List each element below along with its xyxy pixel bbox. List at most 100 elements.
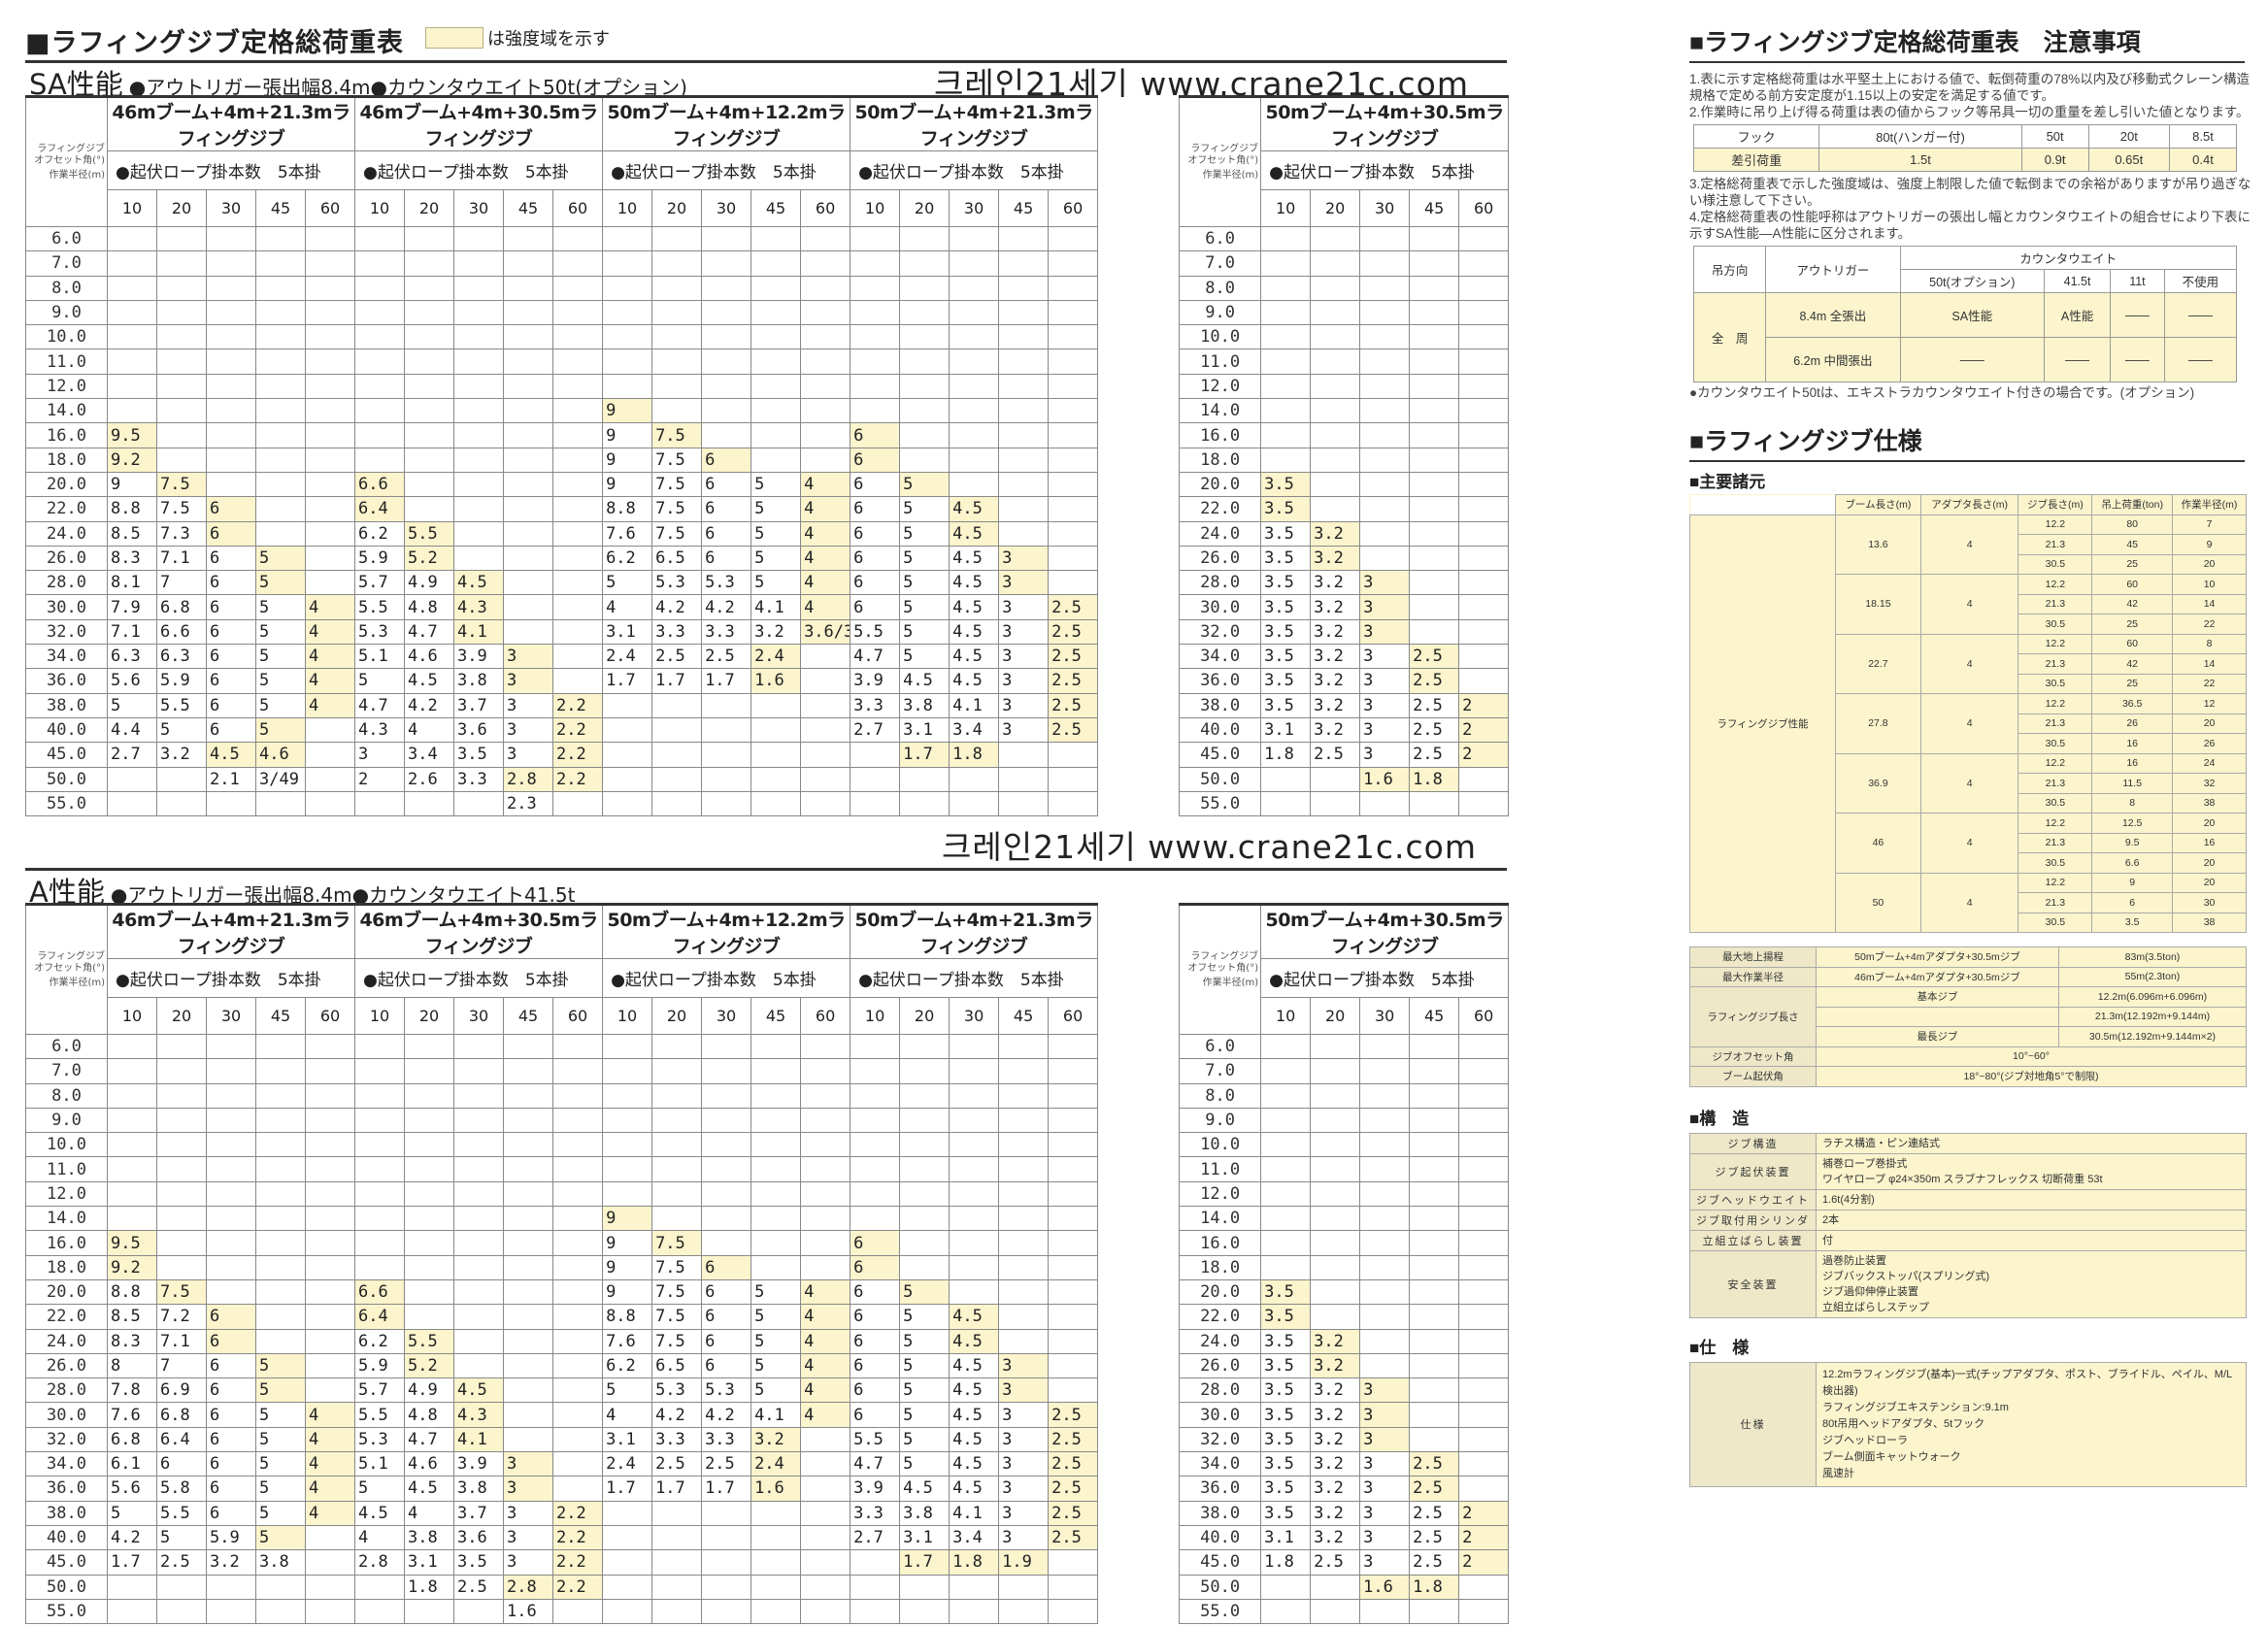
load-cell: 2.8 (503, 1574, 554, 1600)
load-cell: 7.5 (651, 1254, 703, 1280)
load-cell: 5 (255, 1524, 306, 1551)
load-cell: 5.1 (354, 1451, 406, 1477)
load-cell (1359, 299, 1411, 326)
load-cell: 3 (998, 570, 1050, 596)
load-cell (304, 1206, 356, 1232)
load-cell (1458, 275, 1510, 301)
load-cell (602, 716, 653, 744)
load-cell (304, 790, 356, 817)
load-cell: 4 (800, 1352, 851, 1379)
load-cell: 3.8 (453, 1476, 505, 1502)
load-cell: 3.1 (899, 1524, 951, 1551)
load-cell (255, 398, 306, 424)
load-cell (156, 250, 207, 277)
load-cell: 4.2 (107, 1524, 157, 1551)
load-cell (850, 1206, 901, 1232)
load-cell (651, 1058, 703, 1084)
load-cell (602, 742, 653, 768)
note-3: 3.定格総荷重表で示した強度域は、強度上制限した値で転倒までの余裕がありますが吊… (1689, 177, 2251, 208)
radius-cell: 36.0 (1179, 1476, 1262, 1502)
boom-length: 27.8 (1835, 693, 1921, 754)
load-cell: 2.5 (1409, 644, 1460, 670)
load-cell: 2.5 (1409, 742, 1460, 768)
table-row: 6.0 6.0 (25, 1033, 1510, 1060)
load-cell (800, 766, 851, 792)
load-cell (453, 1206, 505, 1232)
note-4: 4.定格総荷重表の性能呼称はアウトリガーの張出し幅とカウンタウエイトの組合せによ… (1689, 210, 2251, 241)
load-cell (206, 348, 256, 375)
load-cell (552, 644, 604, 670)
load-cell (651, 1180, 703, 1208)
load-cell: 4 (800, 520, 851, 547)
radius-cell: 50.0 (1179, 1574, 1262, 1600)
load-cell (453, 790, 505, 817)
load-cell: 3 (1359, 1377, 1411, 1404)
load-cell (1048, 1033, 1099, 1060)
load-cell: 4.3 (354, 716, 406, 744)
config-header: 46mブーム+4m+21.3mラフィングジブ (106, 95, 356, 151)
load-cell: 3.2 (1310, 1402, 1361, 1428)
offset-angle: 60 (1048, 997, 1099, 1035)
load-cell: 3.2 (1310, 1377, 1361, 1404)
load-cell (651, 299, 703, 326)
spec-val: 46mブーム+4mアダプタ+30.5mジブ (1816, 966, 2059, 987)
load-cell: 5 (899, 1278, 951, 1306)
load-cell (503, 1230, 554, 1256)
load-cell: 2.5 (156, 1549, 207, 1576)
load-cell (503, 250, 554, 277)
load-cell (404, 275, 455, 301)
load-cell (453, 422, 505, 448)
structure-key: ジブ構造 (1689, 1132, 1817, 1154)
load-cell: 7.6 (107, 1402, 157, 1428)
load-cell (552, 324, 604, 350)
config-header: 50mブーム+4m+30.5mラフィングジブ (1260, 95, 1510, 151)
load-cell: 5.5 (156, 692, 207, 718)
perf-cell: 全 周 (1692, 292, 1767, 382)
offset-angle: 30 (949, 189, 1000, 227)
load-cell (850, 373, 901, 400)
load-cell (1458, 1033, 1510, 1060)
load-cell (255, 225, 306, 252)
spec-cell: 26 (2172, 733, 2247, 754)
load-cell: 4 (800, 1328, 851, 1354)
load-cell (404, 299, 455, 326)
load-cell: 6 (850, 471, 901, 498)
spec-row: 30.5 25 22 (1690, 673, 2247, 694)
load-cell (453, 373, 505, 400)
spec-row: 21.3 42 14 (1690, 593, 2247, 614)
load-cell: 4.5 (453, 570, 505, 596)
load-cell (750, 692, 802, 718)
load-cell (552, 1426, 604, 1453)
load-cell (552, 447, 604, 473)
load-cell (503, 1082, 554, 1109)
load-cell: 3.5 (453, 1549, 505, 1576)
load-cell: 7.5 (156, 496, 207, 522)
radius-label: 作業半径(m) (1202, 977, 1259, 988)
load-cell: 5 (899, 545, 951, 572)
load-cell (453, 545, 505, 572)
load-cell: 1.7 (899, 1549, 951, 1576)
load-cell: 5 (899, 1328, 951, 1354)
load-cell (800, 1476, 851, 1502)
load-cell (1409, 1402, 1460, 1428)
radius-cell: 32.0 (25, 1426, 108, 1453)
load-cell (404, 348, 455, 375)
load-cell (107, 790, 157, 817)
load-cell (206, 1254, 256, 1280)
load-cell (503, 398, 554, 424)
load-cell (552, 422, 604, 448)
radius-cell: 9.0 (1179, 299, 1262, 326)
load-cell (750, 1033, 802, 1060)
load-cell: 6.3 (107, 644, 157, 670)
load-cell: 6.8 (156, 594, 207, 620)
offset-angle: 45 (750, 189, 802, 227)
load-cell (1359, 496, 1411, 522)
load-cell (651, 1549, 703, 1576)
load-cell (1048, 1180, 1099, 1208)
load-cell: 6 (156, 1451, 207, 1477)
spec-cell: 21.3 (2018, 892, 2093, 913)
boom-length: 18.15 (1835, 574, 1921, 635)
radius-cell: 36.0 (1179, 668, 1262, 694)
offset-angle: 30 (949, 997, 1000, 1035)
spec-cell: 20 (2172, 872, 2247, 893)
